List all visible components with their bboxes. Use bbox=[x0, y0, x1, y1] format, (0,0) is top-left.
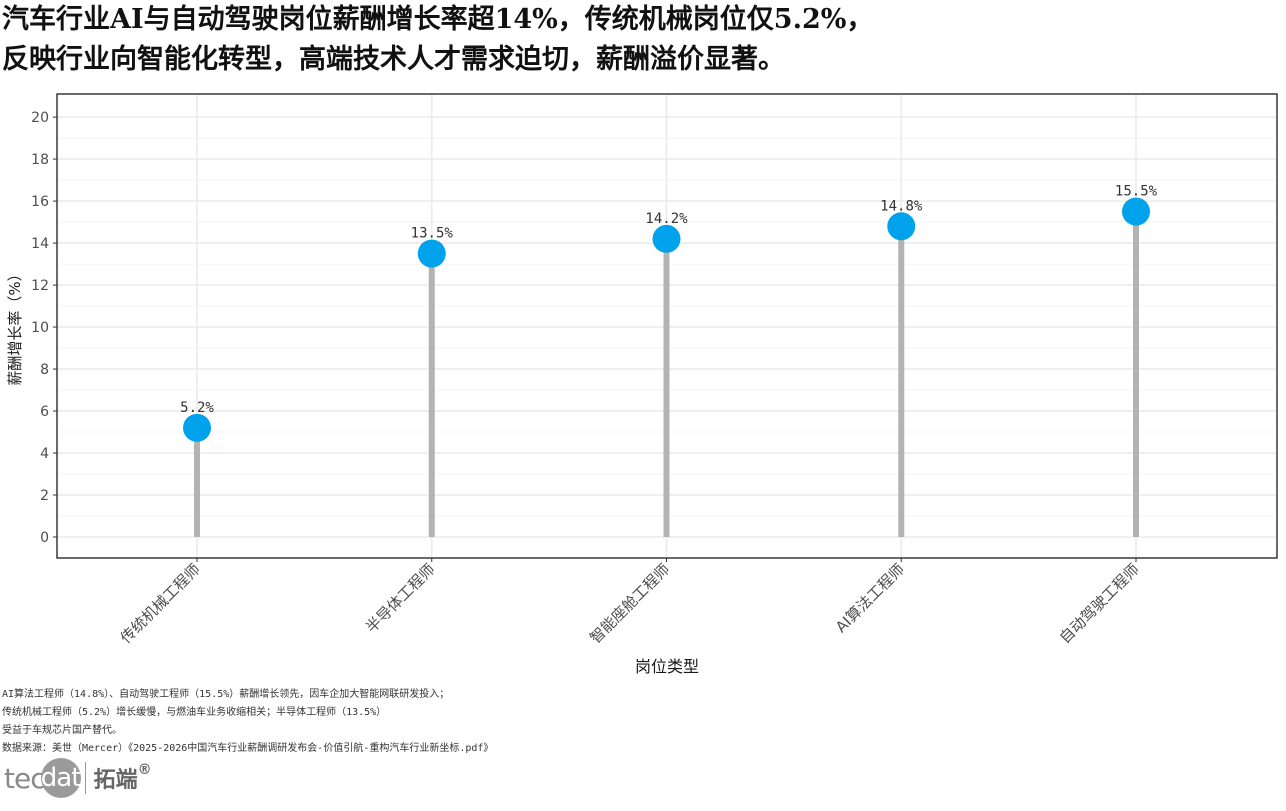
y-axis-title: 薪酬增长率（%） bbox=[6, 266, 24, 385]
y-tick-label: 4 bbox=[40, 446, 49, 462]
chart-title-block: 汽车行业AI与自动驾驶岗位薪酬增长率超14%，传统机械岗位仅5.2%， 反映行业… bbox=[2, 0, 1282, 80]
y-tick-label: 12 bbox=[31, 278, 49, 294]
y-tick-label: 0 bbox=[40, 530, 49, 546]
y-tick-label: 8 bbox=[40, 362, 49, 378]
note-line: AI算法工程师（14.8%）、自动驾驶工程师（15.5%）薪酬增长领先，因车企加… bbox=[2, 689, 450, 700]
chart-title-line-2: 反映行业向智能化转型，高端技术人才需求迫切，薪酬溢价显著。 bbox=[2, 44, 785, 75]
logo-circle-mark: dat bbox=[40, 758, 81, 798]
logo-wordmark: tec dat bbox=[4, 758, 81, 798]
data-label: 15.5% bbox=[1115, 184, 1158, 200]
x-tick-label: 智能座舱工程师 bbox=[586, 560, 673, 647]
data-label: 13.5% bbox=[411, 226, 454, 242]
data-label: 14.2% bbox=[645, 211, 688, 227]
tecdat-logo: tec dat 拓端® bbox=[4, 756, 152, 800]
y-tick-label: 2 bbox=[40, 488, 49, 504]
logo-registered-mark: ® bbox=[137, 762, 152, 778]
logo-separator bbox=[84, 762, 86, 794]
x-tick-label: 自动驾驶工程师 bbox=[1056, 560, 1143, 647]
y-tick-label: 6 bbox=[40, 404, 49, 420]
lollipop-point bbox=[417, 239, 446, 268]
y-tick-label: 16 bbox=[31, 194, 49, 210]
data-label: 5.2% bbox=[180, 400, 214, 416]
logo-chinese-name: 拓端® bbox=[94, 762, 152, 794]
chart-title-line-1: 汽车行业AI与自动驾驶岗位薪酬增长率超14%，传统机械岗位仅5.2%， bbox=[2, 4, 874, 35]
y-tick-label: 10 bbox=[31, 320, 49, 336]
x-tick-label: AI算法工程师 bbox=[832, 560, 908, 636]
lollipop-chart: 5.2% 13.5% 14.2% 14.8% 15.5% 0 2 4 6 8 10 12 14 16 18 2… bbox=[6, 93, 1278, 676]
lollipop-point bbox=[887, 212, 916, 241]
y-tick-label: 20 bbox=[31, 110, 49, 126]
logo-cn-text: 拓端 bbox=[93, 768, 138, 793]
data-source-note: 数据来源：美世（Mercer）《2025-2026中国汽车行业薪酬调研发布会-价… bbox=[2, 743, 494, 754]
data-label: 14.8% bbox=[880, 198, 923, 214]
note-line: 受益于车规芯片国产替代。 bbox=[2, 725, 122, 736]
note-line: 传统机械工程师（5.2%）增长缓慢，与燃油车业务收缩相关；半导体工程师（13.5… bbox=[2, 707, 387, 718]
lollipop-point bbox=[183, 413, 211, 442]
logo-tec-text: tec bbox=[4, 761, 46, 795]
x-tick-label: 传统机械工程师 bbox=[117, 560, 204, 647]
x-axis-title: 岗位类型 bbox=[635, 657, 699, 676]
chart-notes: AI算法工程师（14.8%）、自动驾驶工程师（15.5%）薪酬增长领先，因车企加… bbox=[2, 686, 902, 758]
y-tick-label: 18 bbox=[31, 152, 49, 168]
lollipop-point bbox=[1122, 197, 1150, 226]
lollipop-point bbox=[652, 224, 681, 253]
y-tick-label: 14 bbox=[31, 236, 49, 252]
x-tick-label: 半导体工程师 bbox=[362, 560, 438, 636]
